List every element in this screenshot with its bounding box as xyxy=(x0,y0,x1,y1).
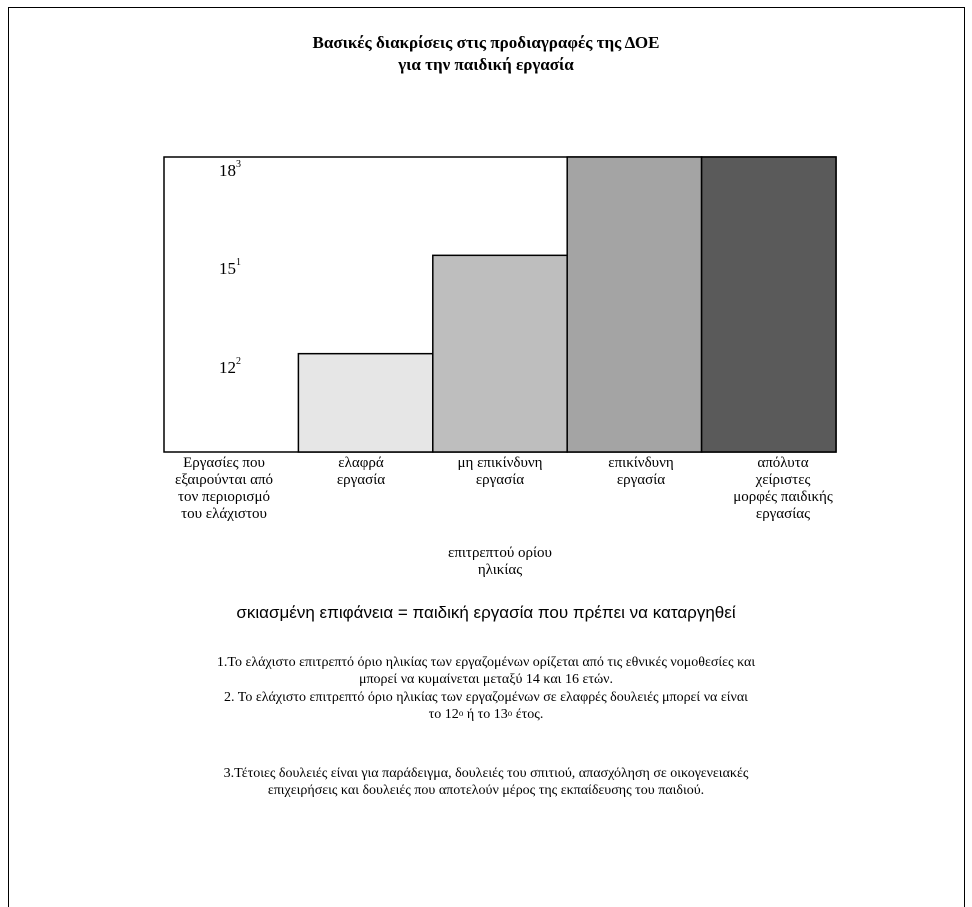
chart-title: Βασικές διακρίσεις στις προδιαγραφές της… xyxy=(312,33,660,52)
bar xyxy=(700,156,837,453)
y-tick-label: 122 xyxy=(219,355,241,378)
category-label-line: μορφές παιδικής xyxy=(733,489,833,505)
footnote-2-line-1: 2. Το ελάχιστο επιτρεπτό όριο ηλικίας τω… xyxy=(224,690,748,705)
chart-title-block: Βασικές διακρίσεις στις προδιαγραφές της… xyxy=(0,32,972,76)
footnote-2-ordinal: ο xyxy=(458,708,464,718)
footnote-3-line-1: 3.Τέτοιες δουλειές είναι για παράδειγμα,… xyxy=(223,766,749,781)
category-label-line: εργασία xyxy=(616,472,666,488)
footnote-2-text: έτος. xyxy=(512,707,544,722)
footnote-1: 1.Το ελάχιστο επιτρεπτό όριο ηλικίας των… xyxy=(60,654,912,688)
legend: σκιασμένη επιφάνεια = παιδική εργασία πο… xyxy=(236,603,736,622)
bar-chart xyxy=(163,156,837,453)
category-label-line: εξαιρούνται από xyxy=(174,472,274,488)
category-label-line: απόλυτα xyxy=(757,455,809,471)
footnote-2-text: το 12 xyxy=(428,707,459,722)
category-label: επικίνδυνη εργασία xyxy=(576,455,706,489)
footnote-2-text: ή το 13 xyxy=(463,707,508,722)
category-label-line: τον περιορισμό xyxy=(177,489,271,505)
footnote-3-line-2: επιχειρήσεις και δουλειές που αποτελούν … xyxy=(267,783,705,798)
y-tick-footnote: 1 xyxy=(236,257,241,269)
category-label-line: χείριστες xyxy=(755,472,811,488)
footnote-1-line-1: 1.Το ελάχιστο επιτρεπτό όριο ηλικίας των… xyxy=(216,655,756,670)
category-label: απόλυτα χείριστες μορφές παιδικής εργασίας xyxy=(713,455,853,523)
y-tick-value: 12 xyxy=(219,357,236,377)
category-label-line: ελαφρά xyxy=(338,455,384,471)
footnote-2-line-2: το 12ο ή το 13ο έτος. xyxy=(60,706,912,723)
permissible-age-line: επιτρεπτού ορίου xyxy=(448,545,552,561)
footnote-2: 2. Το ελάχιστο επιτρεπτό όριο ηλικίας τω… xyxy=(60,689,912,723)
footnote-1-line-2: μπορεί να κυμαίνεται μεταξύ 14 και 16 ετ… xyxy=(358,672,613,687)
category-label-line: εργασία xyxy=(336,472,386,488)
y-tick-value: 18 xyxy=(219,161,236,180)
footnote-3: 3.Τέτοιες δουλειές είναι για παράδειγμα,… xyxy=(60,765,912,799)
category-label-line: εργασίας xyxy=(755,506,811,522)
y-tick-footnote: 3 xyxy=(236,159,241,170)
y-tick-label: 183 xyxy=(219,159,241,181)
category-label-line: Εργασίες που xyxy=(183,455,265,471)
page-frame xyxy=(8,7,965,907)
permissible-age-label: επιτρεπτού ορίου ηλικίας xyxy=(420,545,580,579)
category-label: ελαφρά εργασία xyxy=(296,455,426,489)
chart-subtitle: για την παιδική εργασία xyxy=(398,55,574,74)
bar xyxy=(432,254,568,453)
category-label-line: του ελάχιστου xyxy=(181,506,267,522)
category-label: Εργασίες που εξαιρούνται από τον περιορισμ… xyxy=(154,455,294,523)
bar xyxy=(297,352,434,453)
category-label-line: εργασία xyxy=(475,472,525,488)
y-tick-footnote: 2 xyxy=(236,355,241,367)
category-label-line: μη επικίνδυνη xyxy=(457,455,543,471)
category-label-line: επικίνδυνη xyxy=(608,455,674,471)
permissible-age-line: ηλικίας xyxy=(477,562,523,578)
y-tick-label: 151 xyxy=(219,257,241,279)
bar xyxy=(566,156,703,453)
footnote-2-ordinal: ο xyxy=(507,708,513,718)
category-label: μη επικίνδυνη εργασία xyxy=(430,455,570,489)
y-tick-value: 15 xyxy=(219,259,236,279)
